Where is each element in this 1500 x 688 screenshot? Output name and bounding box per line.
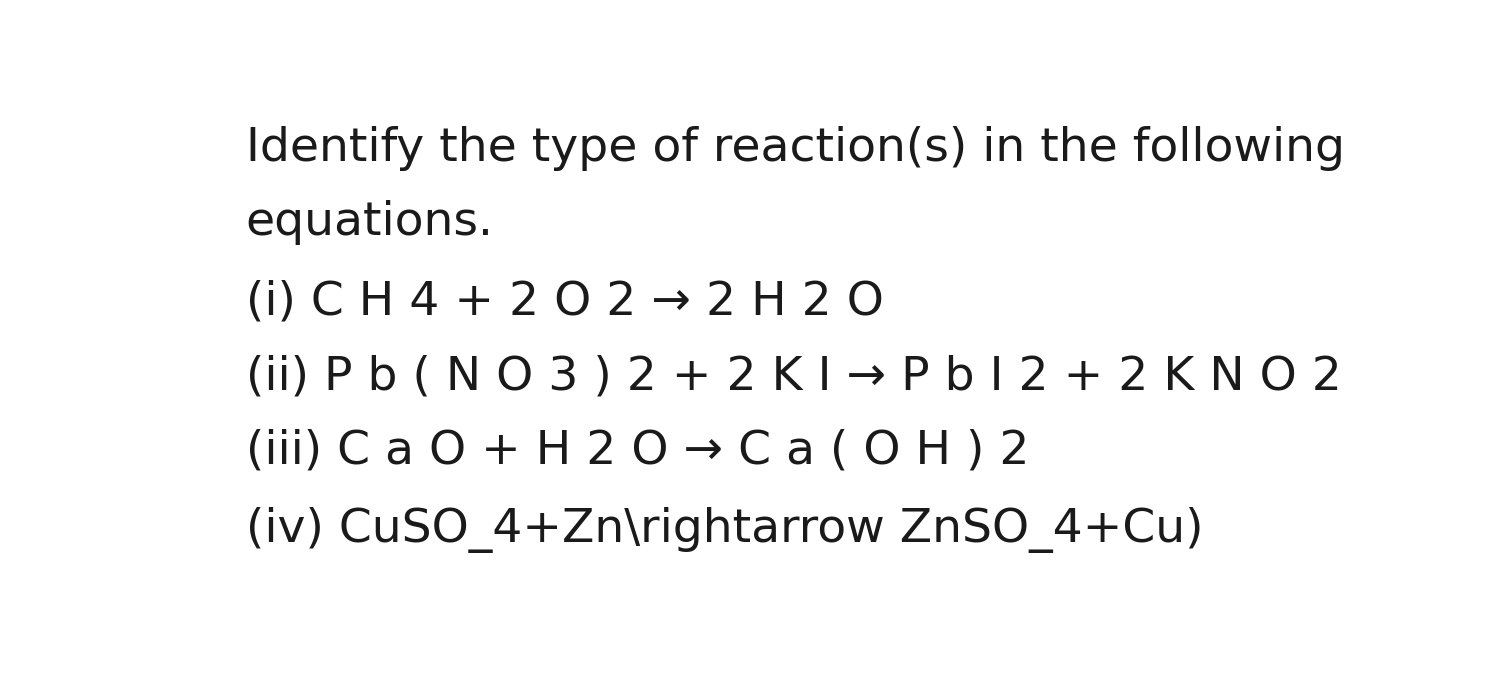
Text: Identify the type of reaction(s) in the following: Identify the type of reaction(s) in the … [246, 127, 1344, 171]
Text: (iii) C a O + H 2 O → C a ( O H ) 2: (iii) C a O + H 2 O → C a ( O H ) 2 [246, 428, 1029, 473]
Text: (i) C H 4 + 2 O 2 → 2 H 2 O: (i) C H 4 + 2 O 2 → 2 H 2 O [246, 280, 883, 325]
Text: (ii) P b ( N O 3 ) 2 + 2 K I → P b I 2 + 2 K N O 2: (ii) P b ( N O 3 ) 2 + 2 K I → P b I 2 +… [246, 354, 1341, 399]
Text: (iv) CuSO_4+Zn\rightarrow ZnSO_4+Cu): (iv) CuSO_4+Zn\rightarrow ZnSO_4+Cu) [246, 507, 1203, 553]
Text: equations.: equations. [246, 200, 494, 246]
